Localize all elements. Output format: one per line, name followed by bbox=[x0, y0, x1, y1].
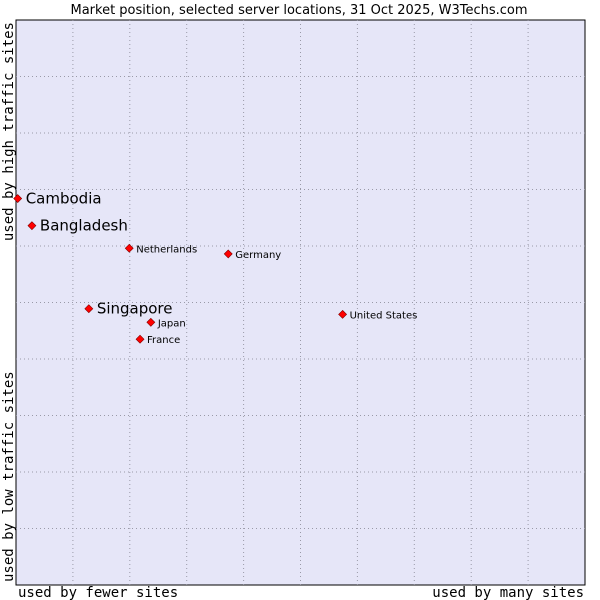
data-points: Cambodia Bangladesh Netherlands Germany Sing… bbox=[13, 190, 418, 346]
data-label-singapore: Singapore bbox=[97, 300, 173, 318]
y-axis-label-bottom: used by low traffic sites bbox=[1, 371, 17, 582]
data-point-singapore bbox=[84, 304, 94, 314]
data-label-cambodia: Cambodia bbox=[26, 190, 102, 208]
data-label-netherlands: Netherlands bbox=[136, 244, 197, 255]
data-point-bangladesh bbox=[27, 221, 37, 231]
data-point-netherlands bbox=[124, 243, 134, 253]
data-point-france bbox=[135, 334, 145, 344]
data-point-germany bbox=[223, 249, 233, 259]
data-point-cambodia bbox=[13, 194, 23, 203]
data-label-france: France bbox=[147, 335, 180, 346]
data-label-united-states: United States bbox=[350, 310, 418, 321]
data-point-japan bbox=[146, 317, 156, 327]
data-label-japan: Japan bbox=[157, 318, 186, 329]
data-point-united-states bbox=[338, 309, 348, 319]
x-axis-label-right: used by many sites bbox=[432, 585, 584, 600]
y-axis-label-top: used by high traffic sites bbox=[1, 22, 17, 241]
data-label-germany: Germany bbox=[235, 250, 281, 261]
grid-lines bbox=[16, 20, 585, 585]
chart-title: Market position, selected server locatio… bbox=[70, 3, 527, 18]
data-label-bangladesh: Bangladesh bbox=[40, 217, 128, 235]
x-axis-label-left: used by fewer sites bbox=[18, 585, 178, 600]
